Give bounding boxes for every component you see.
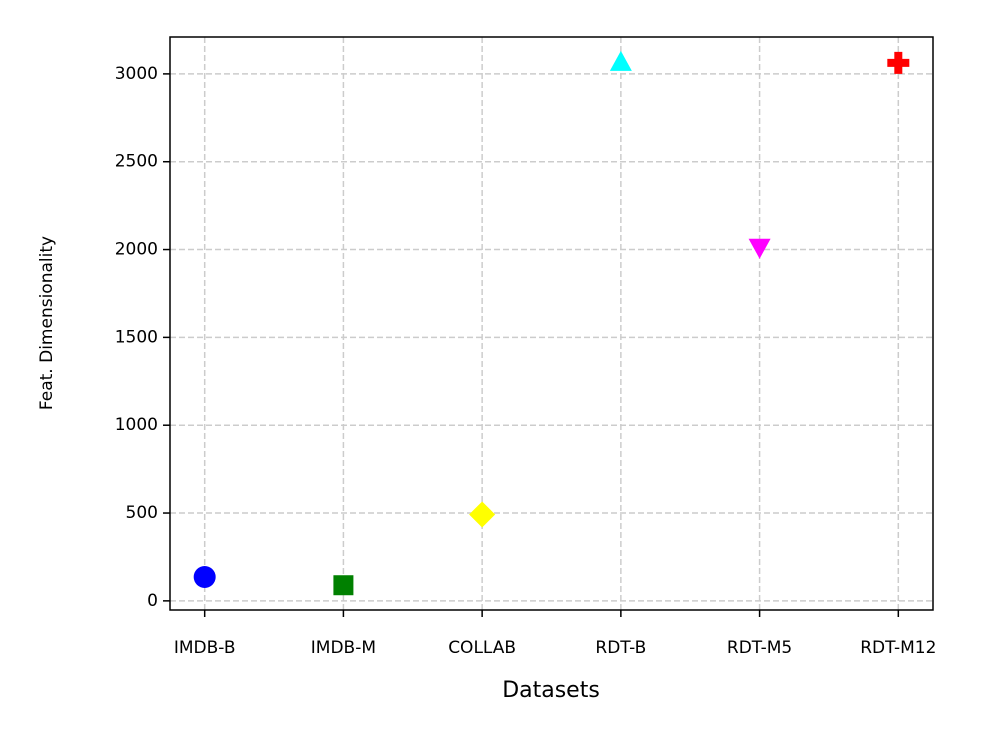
y-tick-label: 1000 — [115, 415, 158, 435]
point — [333, 575, 354, 596]
plot-frame — [169, 36, 934, 611]
y-tick-label: 2000 — [115, 240, 158, 260]
point — [609, 50, 632, 71]
y-tick-label: 1500 — [115, 327, 158, 347]
x-tick-label: COLLAB — [448, 638, 516, 658]
y-tick-label: 3000 — [115, 64, 158, 84]
point — [748, 238, 771, 259]
y-tick-label: 2500 — [115, 152, 158, 172]
y-axis-label: Feat. Dimensionality — [37, 236, 57, 410]
x-tick-label: RDT-M12 — [860, 638, 936, 658]
x-axis-label: Datasets — [502, 678, 600, 703]
x-tick-label: RDT-B — [595, 638, 646, 658]
point — [887, 51, 910, 74]
x-tick-label: IMDB-B — [174, 638, 236, 658]
y-tick-label: 500 — [126, 503, 158, 523]
x-tick-label: IMDB-M — [311, 638, 376, 658]
x-tick-label: RDT-M5 — [727, 638, 792, 658]
y-tick-label: 0 — [147, 591, 158, 611]
point — [469, 501, 496, 528]
point — [193, 565, 216, 588]
